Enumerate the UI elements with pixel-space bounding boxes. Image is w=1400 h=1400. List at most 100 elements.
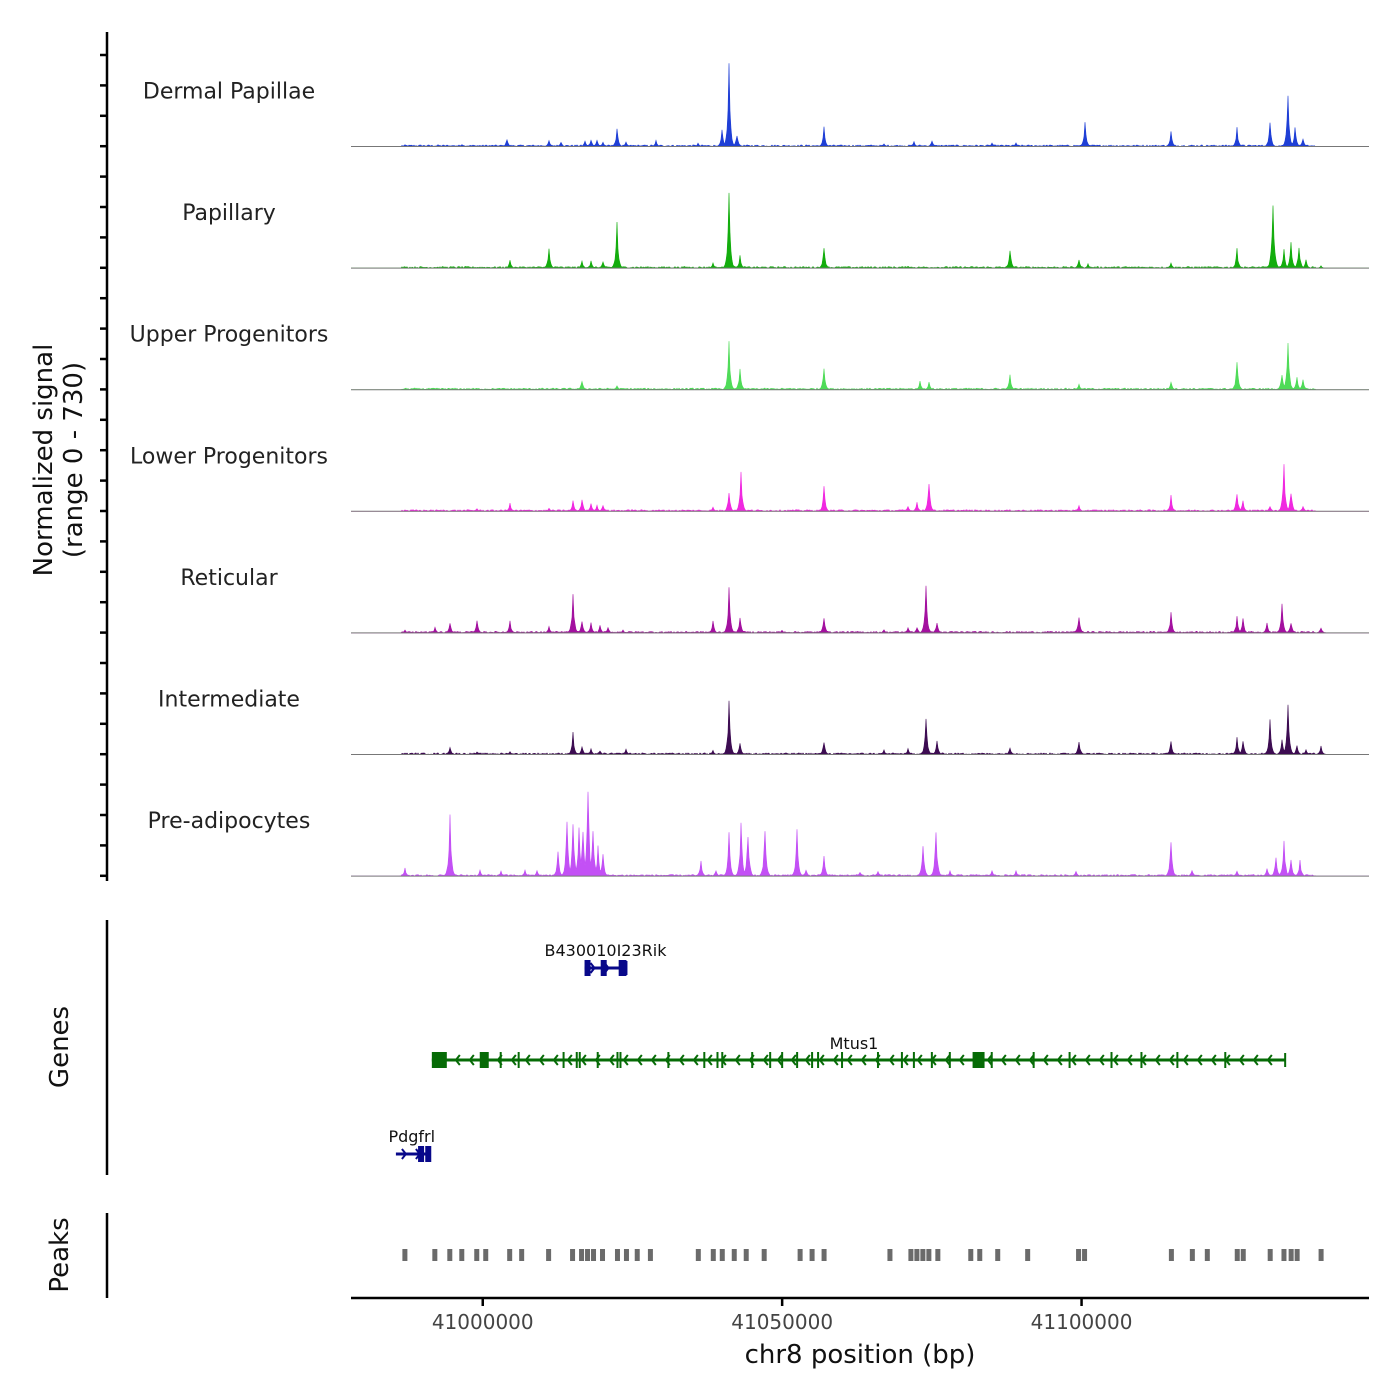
coverage-track: Intermediate	[158, 688, 1369, 756]
peak-region	[1234, 1249, 1240, 1261]
coverage-track: Dermal Papillae	[143, 63, 1369, 147]
peak-region	[1082, 1249, 1088, 1261]
strand-arrow	[1168, 1054, 1175, 1066]
signal-axis-range: (range 0 - 730)	[59, 362, 89, 558]
gene-exon-minor	[667, 1052, 670, 1068]
strand-arrow	[734, 1054, 741, 1066]
strand-arrow	[874, 1054, 881, 1066]
strand-arrow	[944, 1054, 951, 1066]
peak-region	[926, 1249, 932, 1261]
peak-region	[797, 1249, 803, 1261]
peak-region	[719, 1249, 725, 1261]
strand-arrow	[706, 1054, 713, 1066]
x-tick-label: 41100000	[1031, 1310, 1133, 1334]
coverage-track: Papillary	[182, 192, 1369, 269]
x-tick-label: 41050000	[731, 1310, 833, 1334]
x-axis-ticks: 41000000 41050000 41100000	[432, 1298, 1133, 1334]
strand-arrow	[1154, 1054, 1161, 1066]
coverage-track: Reticular	[180, 566, 1369, 634]
strand-arrow	[1266, 1054, 1273, 1066]
strand-arrow	[580, 1054, 587, 1066]
gene-exon-minor	[1032, 1052, 1035, 1068]
x-axis-title: chr8 position (bp)	[745, 1340, 976, 1370]
strand-arrow	[762, 1054, 769, 1066]
peak-region	[546, 1249, 552, 1261]
gene-exon-minor	[575, 1052, 578, 1068]
peak-region	[474, 1249, 480, 1261]
strand-arrow	[468, 1054, 475, 1066]
track-label: Reticular	[180, 566, 278, 591]
peak-region	[1168, 1249, 1174, 1261]
gene-exon-minor	[716, 1052, 719, 1068]
gene-exon-minor	[703, 1052, 706, 1068]
strand-arrow	[454, 1054, 461, 1066]
strand-arrow	[1238, 1054, 1245, 1066]
peak-region	[507, 1249, 513, 1261]
coverage-track: Upper Progenitors	[130, 323, 1369, 391]
strand-arrow	[1000, 1054, 1007, 1066]
peak-region	[1076, 1249, 1082, 1261]
gene-annotation-track: B430010I23Rik Mtus1 Pdgfrl	[388, 941, 1287, 1162]
peak-region	[695, 1249, 701, 1261]
signal-area	[351, 791, 1369, 877]
gene-exon-minor	[596, 1052, 599, 1068]
peak-region	[977, 1249, 983, 1261]
strand-arrow	[986, 1054, 993, 1066]
strand-arrow	[1252, 1054, 1259, 1066]
peak-region	[600, 1249, 606, 1261]
peak-region	[1189, 1249, 1195, 1261]
gene-exon-minor	[517, 1052, 520, 1068]
peak-region	[761, 1249, 767, 1261]
strand-arrow	[482, 1054, 489, 1066]
peak-region	[591, 1249, 597, 1261]
strand-arrow	[1182, 1054, 1189, 1066]
gene-model: Pdgfrl	[388, 1127, 435, 1162]
peak-region	[1318, 1249, 1324, 1261]
strand-arrow	[958, 1054, 965, 1066]
signal-axis-ticks	[100, 53, 107, 878]
strand-arrow	[692, 1054, 699, 1066]
strand-arrow	[720, 1054, 727, 1066]
track-label: Upper Progenitors	[130, 323, 329, 348]
gene-exon-minor	[1176, 1052, 1179, 1068]
strand-arrow	[1210, 1054, 1217, 1066]
strand-arrow	[440, 1054, 447, 1066]
strand-arrow	[589, 962, 596, 974]
peak-region	[914, 1249, 920, 1261]
gene-exon-minor	[1110, 1052, 1113, 1068]
strand-arrow	[401, 1148, 408, 1160]
signal-area	[351, 192, 1369, 269]
strand-arrow	[916, 1054, 923, 1066]
peak-region	[579, 1249, 585, 1261]
gene-exon-minor	[616, 1052, 619, 1068]
strand-arrow	[930, 1054, 937, 1066]
strand-arrow	[972, 1054, 979, 1066]
strand-arrow	[860, 1054, 867, 1066]
strand-arrow	[524, 1054, 531, 1066]
gene-exon-minor	[619, 1052, 622, 1068]
gene-exon-minor	[781, 1052, 784, 1068]
gene-exon-minor	[948, 1052, 951, 1068]
strand-arrow	[415, 1148, 422, 1160]
gene-exon-minor	[769, 1052, 772, 1068]
peak-region	[821, 1249, 827, 1261]
gene-exon	[618, 960, 627, 976]
x-tick-label: 41000000	[432, 1310, 534, 1334]
strand-arrow	[804, 1054, 811, 1066]
strand-arrow	[832, 1054, 839, 1066]
strand-arrow	[603, 962, 610, 974]
strand-arrow	[538, 1054, 545, 1066]
strand-arrow	[636, 1054, 643, 1066]
track-label: Papillary	[182, 201, 276, 226]
peak-region	[614, 1249, 620, 1261]
strand-arrow	[1112, 1054, 1119, 1066]
strand-arrow	[776, 1054, 783, 1066]
coverage-track: Pre-adipocytes	[148, 791, 1369, 877]
peak-region	[935, 1249, 941, 1261]
strand-arrow	[748, 1054, 755, 1066]
peak-region	[1240, 1249, 1246, 1261]
gene-label: Mtus1	[830, 1034, 879, 1053]
strand-arrow	[650, 1054, 657, 1066]
signal-area	[351, 464, 1369, 512]
